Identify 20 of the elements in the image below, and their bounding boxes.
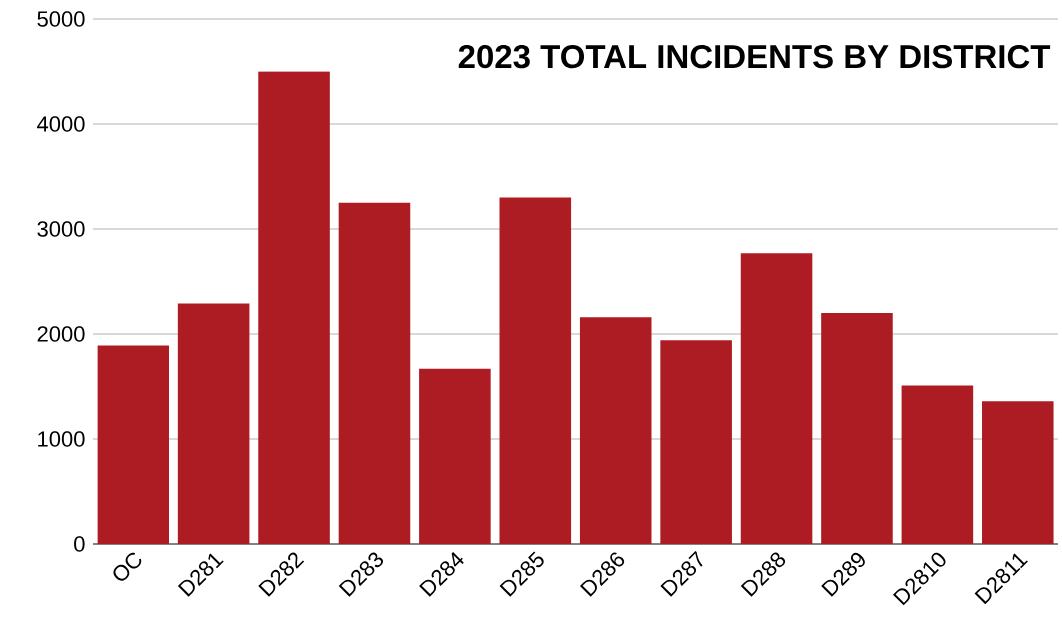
x-tick-label: OC xyxy=(113,552,142,581)
bar xyxy=(660,340,732,544)
y-tick-label: 2000 xyxy=(37,326,85,342)
y-tick-label: 1000 xyxy=(38,431,85,447)
bar xyxy=(982,401,1054,544)
text: 2023 TOTAL INCIDENTS BY DISTRICT xyxy=(458,44,1051,69)
bar xyxy=(579,317,652,544)
bar xyxy=(821,313,893,544)
bar xyxy=(901,385,974,544)
y-tick-label: 5000 xyxy=(37,11,85,27)
bar xyxy=(97,345,169,544)
bar xyxy=(740,253,813,544)
y-tick-label: 0 xyxy=(74,536,85,552)
bar xyxy=(499,197,572,544)
bar xyxy=(258,71,330,544)
bar xyxy=(338,202,411,544)
y-tick-label: 4000 xyxy=(37,116,85,132)
bar xyxy=(419,368,491,544)
y-tick-label: 3000 xyxy=(37,221,85,237)
bar xyxy=(177,303,250,544)
